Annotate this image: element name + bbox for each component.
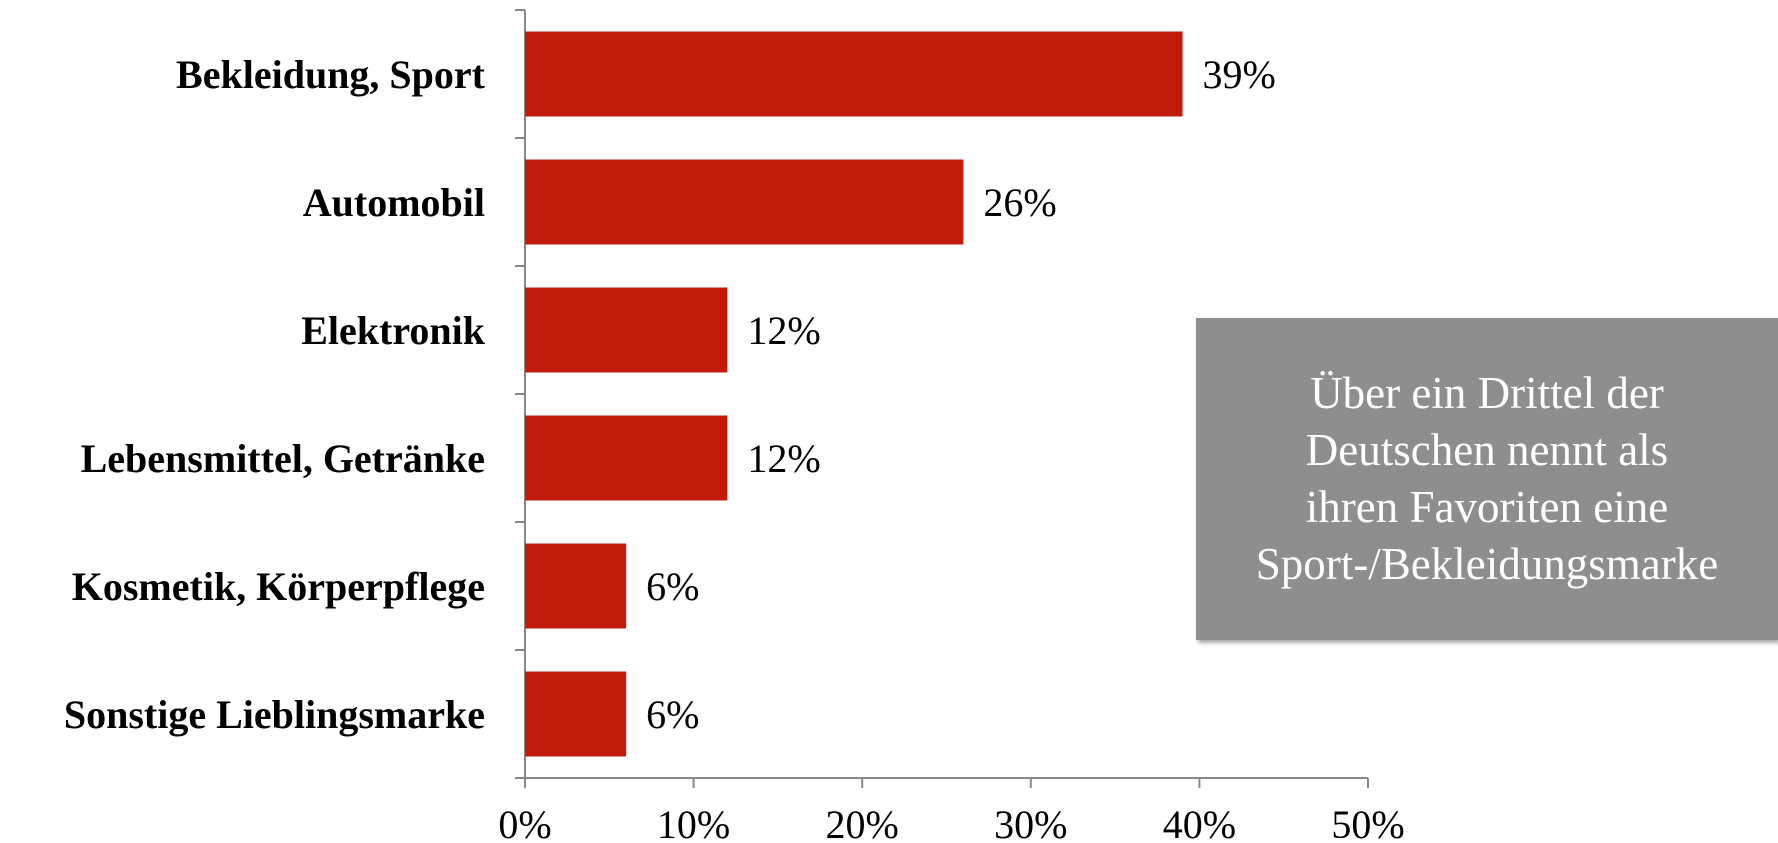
bars bbox=[525, 31, 1183, 757]
callout-line-4: Sport-/Bekleidungsmarke bbox=[1255, 539, 1719, 589]
callout-text: Über ein Drittel der Deutschen nennt als… bbox=[1256, 365, 1718, 593]
x-tick-label: 40% bbox=[1163, 802, 1236, 843]
callout-line-2: Deutschen nennt als bbox=[1305, 425, 1669, 475]
data-label: 39% bbox=[1203, 52, 1276, 97]
bar bbox=[525, 543, 627, 629]
axes bbox=[515, 9, 1369, 788]
labels: 0% 10% 20% 30% 40% 50% 39% Bekleidung, Sport 26%… bbox=[64, 52, 1405, 843]
callout-line-3: ihren Favoriten eine bbox=[1305, 482, 1669, 532]
bar bbox=[525, 671, 627, 757]
data-label: 6% bbox=[646, 692, 699, 737]
category-label: Bekleidung, Sport bbox=[176, 52, 486, 97]
bar bbox=[525, 31, 1183, 117]
bar bbox=[525, 415, 728, 501]
x-tick-label: 20% bbox=[826, 802, 899, 843]
category-label: Elektronik bbox=[301, 308, 486, 353]
x-tick-label: 30% bbox=[994, 802, 1067, 843]
x-tick-label: 0% bbox=[498, 802, 551, 843]
callout-box: Über ein Drittel der Deutschen nennt als… bbox=[1196, 318, 1778, 640]
data-label: 26% bbox=[983, 180, 1056, 225]
callout-line-1: Über ein Drittel der bbox=[1310, 368, 1664, 418]
data-label: 6% bbox=[646, 564, 699, 609]
data-label: 12% bbox=[747, 436, 820, 481]
category-label: Automobil bbox=[303, 180, 485, 225]
x-tick-label: 10% bbox=[657, 802, 730, 843]
category-label: Kosmetik, Körperpflege bbox=[72, 564, 485, 609]
bar bbox=[525, 287, 728, 373]
category-label: Sonstige Lieblingsmarke bbox=[64, 692, 485, 737]
x-tick-label: 50% bbox=[1331, 802, 1404, 843]
category-label: Lebensmittel, Getränke bbox=[81, 436, 485, 481]
data-label: 12% bbox=[747, 308, 820, 353]
bar bbox=[525, 159, 964, 245]
